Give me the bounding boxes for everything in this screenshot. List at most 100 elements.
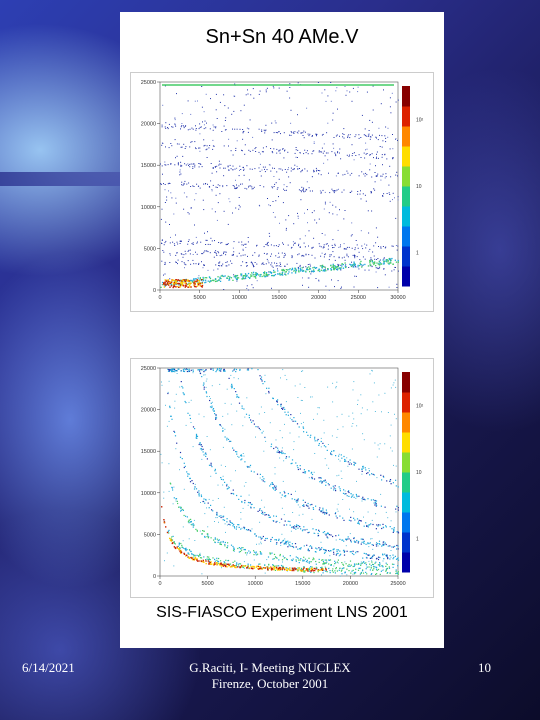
data-point	[241, 566, 243, 568]
data-point	[205, 244, 207, 245]
data-point	[170, 285, 173, 287]
data-point	[325, 243, 327, 245]
data-point	[176, 442, 178, 444]
data-point	[184, 180, 186, 182]
data-point	[195, 286, 197, 288]
data-point	[166, 196, 168, 198]
data-point	[374, 411, 376, 412]
data-point	[365, 172, 367, 174]
data-point	[270, 148, 272, 149]
data-point	[371, 134, 373, 136]
background-streak	[0, 172, 125, 186]
data-point	[396, 505, 398, 507]
data-point	[185, 550, 187, 552]
data-point	[315, 566, 317, 568]
data-point	[241, 500, 243, 503]
data-point	[192, 369, 194, 371]
data-point	[297, 149, 299, 151]
data-point	[266, 258, 268, 260]
data-point	[248, 179, 250, 181]
data-point	[209, 563, 212, 565]
data-point	[306, 150, 308, 152]
data-point	[278, 196, 279, 198]
data-point	[363, 516, 364, 518]
data-point	[224, 563, 226, 565]
data-point	[371, 561, 373, 563]
data-point	[204, 120, 206, 122]
data-point	[341, 562, 343, 564]
data-point	[290, 530, 292, 532]
data-point	[342, 567, 344, 569]
data-point	[357, 91, 359, 93]
data-point	[255, 554, 257, 556]
data-point	[234, 566, 236, 569]
data-point	[307, 568, 310, 570]
data-point	[301, 400, 303, 401]
data-point	[288, 269, 290, 271]
data-point	[201, 279, 203, 281]
data-point	[205, 93, 207, 95]
data-point	[293, 223, 295, 225]
data-point	[297, 498, 299, 500]
data-point	[255, 147, 257, 148]
data-point	[199, 133, 201, 135]
data-point	[291, 419, 293, 421]
data-point	[227, 243, 229, 245]
data-point	[273, 167, 275, 169]
colorbar-segment	[402, 206, 410, 227]
data-point	[346, 255, 348, 257]
data-point	[216, 562, 218, 564]
data-point	[208, 556, 210, 558]
data-point	[189, 550, 191, 552]
data-point	[339, 490, 341, 492]
data-point	[287, 493, 289, 495]
data-point	[300, 558, 302, 560]
data-point	[207, 559, 209, 561]
data-point	[218, 164, 220, 166]
data-point	[290, 170, 292, 172]
x-tick-label: 5000	[201, 581, 213, 587]
data-point	[168, 147, 170, 149]
data-point	[259, 568, 261, 570]
data-point	[305, 271, 307, 273]
data-point	[184, 263, 186, 265]
data-point	[270, 538, 272, 541]
data-point	[324, 549, 326, 551]
data-point	[318, 407, 320, 409]
data-point	[279, 262, 281, 264]
data-point	[165, 240, 167, 242]
data-point	[324, 234, 326, 236]
data-point	[321, 566, 323, 568]
data-point	[227, 275, 229, 277]
data-point	[233, 449, 235, 451]
data-point	[168, 369, 170, 371]
data-point	[250, 506, 252, 508]
data-point	[203, 556, 205, 558]
data-point	[194, 486, 196, 488]
data-point	[243, 244, 244, 246]
data-point	[224, 561, 226, 564]
data-point	[299, 465, 301, 467]
data-point	[173, 486, 175, 488]
data-point	[226, 439, 228, 441]
data-point	[382, 173, 384, 175]
data-point	[244, 565, 246, 567]
data-point	[224, 369, 226, 372]
data-point	[376, 151, 378, 153]
data-point	[372, 564, 375, 566]
data-point	[360, 157, 362, 158]
data-point	[322, 531, 324, 534]
data-point	[218, 515, 220, 517]
data-point	[338, 455, 340, 457]
data-point	[312, 507, 314, 509]
data-point	[287, 540, 289, 542]
data-point	[168, 370, 170, 372]
data-point	[202, 559, 204, 562]
data-point	[355, 462, 357, 464]
data-point	[327, 269, 329, 271]
data-point	[366, 573, 368, 575]
data-point	[356, 425, 358, 427]
data-point	[252, 271, 255, 273]
data-point	[190, 551, 192, 553]
data-point	[353, 262, 355, 264]
